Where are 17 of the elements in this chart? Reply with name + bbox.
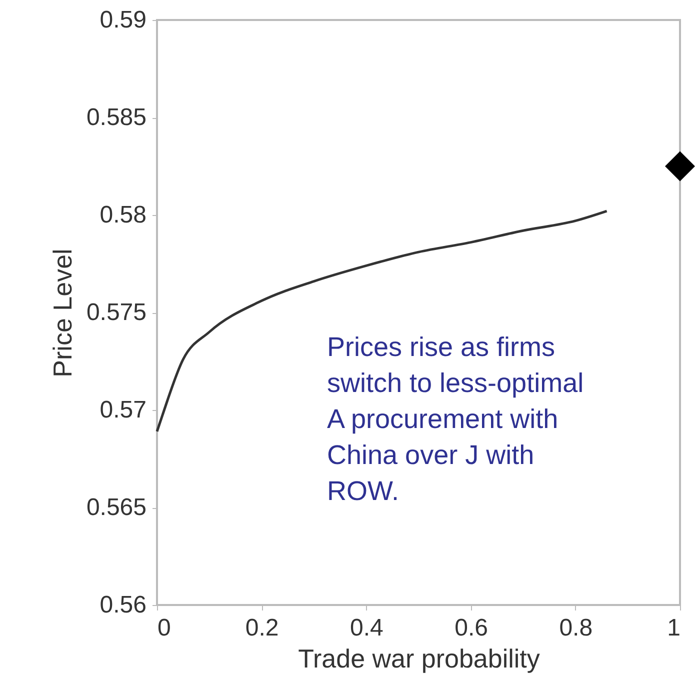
- y-tick-label: 0.56: [100, 592, 146, 618]
- x-tick-label: 0: [158, 614, 171, 642]
- x-tick-label: 0.4: [350, 614, 384, 642]
- y-tick-label: 0.565: [86, 494, 146, 521]
- y-tick-label: 0.58: [100, 202, 146, 228]
- x-tick-label: 0.2: [245, 614, 279, 642]
- x-tick-label: 1: [667, 614, 680, 642]
- y-tick-label: 0.59: [100, 6, 146, 34]
- y-tick-label: 0.585: [86, 104, 146, 131]
- line-series: [156, 210, 608, 433]
- x-axis-title: Trade war probability: [298, 644, 540, 674]
- annotation: Prices rise as firms switch to less-optimal A procurement with China over J with ROW.: [327, 332, 584, 506]
- x-tick-label: 0.6: [454, 614, 488, 642]
- x-tick-label: 0.8: [559, 614, 593, 642]
- y-tick-label: 0.57: [100, 396, 146, 424]
- y-tick-label: 0.575: [86, 299, 146, 326]
- y-axis-title: Price Level: [47, 248, 78, 378]
